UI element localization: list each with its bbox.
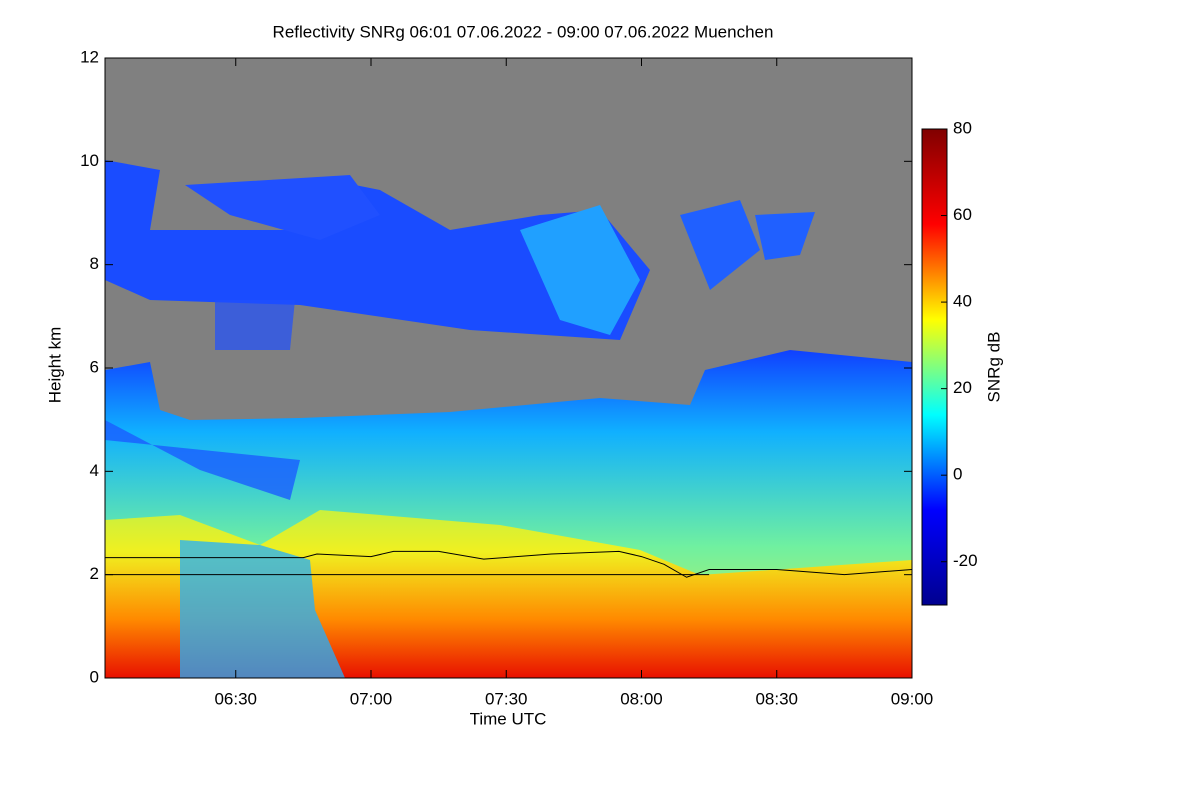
y-tick-label: 2	[90, 564, 99, 583]
x-tick-label: 06:30	[214, 689, 257, 708]
x-axis-label: Time UTC	[470, 709, 547, 728]
colorbar-tick-label: 20	[953, 378, 972, 397]
colorbar-tick-label: -20	[953, 551, 978, 570]
colorbar-tick-label: 80	[953, 118, 972, 137]
x-tick-label: 07:00	[350, 689, 393, 708]
chart-title: Reflectivity SNRg 06:01 07.06.2022 - 09:…	[273, 22, 774, 41]
colorbar-tick-label: 60	[953, 205, 972, 224]
heatmap-field	[105, 58, 912, 678]
colorbar	[921, 128, 948, 606]
x-tick-label: 09:00	[891, 689, 934, 708]
y-axis-label: Height km	[45, 327, 64, 404]
colorbar-tick-label: 40	[953, 292, 972, 311]
y-tick-label: 6	[90, 357, 99, 376]
x-tick-label: 08:00	[620, 689, 663, 708]
y-tick-label: 10	[80, 151, 99, 170]
y-tick-label: 0	[90, 667, 99, 686]
y-tick-label: 12	[80, 47, 99, 66]
x-tick-label: 07:30	[485, 689, 528, 708]
colorbar-tick-label: 0	[953, 465, 962, 484]
y-tick-label: 4	[90, 461, 99, 480]
x-tick-label: 08:30	[755, 689, 798, 708]
y-tick-label: 8	[90, 254, 99, 273]
height-line	[105, 550, 912, 578]
colorbar-label: SNRg dB	[984, 332, 1003, 403]
